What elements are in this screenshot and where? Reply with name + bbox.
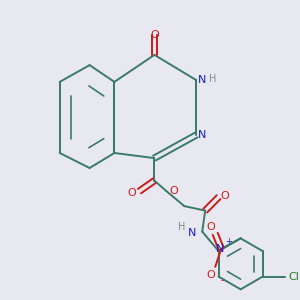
Text: O: O [150,30,159,40]
Text: -: - [220,275,224,285]
Text: N: N [198,75,206,85]
Text: O: O [220,190,229,201]
Text: N: N [198,130,206,140]
Text: Cl: Cl [288,272,299,282]
Text: O: O [206,270,215,280]
Text: O: O [169,186,178,196]
Text: N: N [188,228,196,238]
Text: O: O [128,188,136,198]
Text: O: O [206,222,215,232]
Text: N: N [215,244,224,254]
Text: H: H [209,74,216,84]
Text: H: H [178,222,185,232]
Text: +: + [225,237,232,246]
